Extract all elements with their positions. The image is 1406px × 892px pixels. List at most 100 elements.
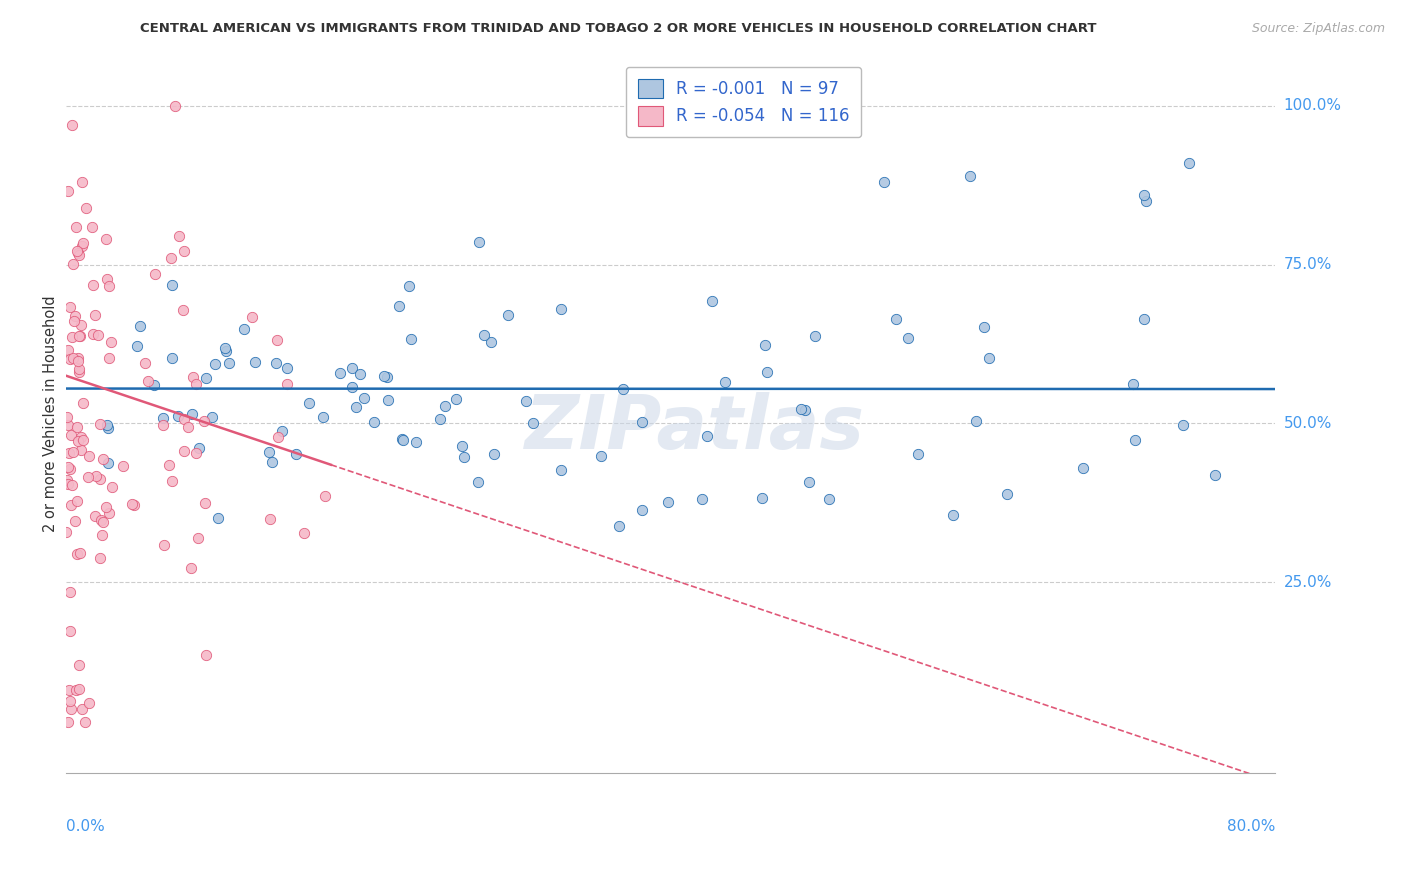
Point: [101, 480, 124, 494]
Point: [67, 365, 90, 379]
Point: [89, 551, 111, 566]
Point: [89, 417, 111, 431]
Point: [233, 321, 256, 335]
Point: [167, 409, 190, 423]
Point: [89, 472, 111, 486]
Point: [162, 278, 184, 293]
Text: CENTRAL AMERICAN VS IMMIGRANTS FROM TRINIDAD AND TOBAGO 2 OR MORE VEHICLES IN HO: CENTRAL AMERICAN VS IMMIGRANTS FROM TRIN…: [141, 22, 1097, 36]
Text: Source: ZipAtlas.com: Source: ZipAtlas.com: [1251, 22, 1385, 36]
Point: [973, 320, 995, 334]
Point: [690, 491, 713, 506]
Point: [215, 344, 238, 359]
Point: [207, 511, 229, 525]
Point: [1132, 312, 1154, 326]
Point: [942, 508, 965, 523]
Point: [67, 657, 90, 672]
Point: [66, 244, 89, 258]
Point: [65, 219, 87, 234]
Point: [173, 244, 195, 258]
Point: [160, 351, 183, 365]
Point: [134, 356, 156, 370]
Point: [391, 434, 413, 448]
Point: [589, 450, 612, 464]
Point: [121, 497, 143, 511]
Point: [467, 475, 489, 489]
Point: [1204, 468, 1226, 483]
Point: [429, 412, 451, 426]
Point: [58, 461, 80, 475]
Point: [200, 409, 222, 424]
Point: [965, 413, 987, 427]
Point: [243, 355, 266, 369]
Point: [75, 201, 97, 215]
Point: [399, 332, 422, 346]
Point: [143, 268, 166, 282]
Point: [804, 329, 827, 343]
Point: [959, 169, 981, 183]
Point: [612, 382, 634, 396]
Point: [56, 184, 79, 198]
Point: [70, 442, 93, 457]
Text: 0.0%: 0.0%: [66, 820, 105, 834]
Point: [657, 495, 679, 509]
Point: [56, 477, 79, 491]
Point: [631, 503, 654, 517]
Point: [59, 702, 82, 716]
Point: [96, 232, 118, 246]
Point: [276, 361, 298, 376]
Point: [172, 302, 194, 317]
Point: [797, 475, 820, 489]
Point: [177, 420, 200, 434]
Point: [63, 514, 86, 528]
Point: [353, 392, 375, 406]
Point: [1173, 418, 1195, 433]
Point: [69, 318, 91, 332]
Point: [58, 446, 80, 460]
Point: [91, 515, 114, 529]
Point: [472, 328, 495, 343]
Point: [453, 450, 475, 464]
Point: [790, 402, 813, 417]
Point: [266, 356, 288, 370]
Point: [66, 420, 89, 434]
Point: [157, 458, 180, 472]
Point: [194, 648, 217, 662]
Point: [163, 99, 186, 113]
Point: [76, 470, 98, 484]
Point: [96, 272, 118, 286]
Point: [59, 694, 82, 708]
Point: [349, 367, 371, 381]
Point: [907, 447, 929, 461]
Point: [96, 417, 118, 432]
Point: [122, 498, 145, 512]
Point: [328, 366, 350, 380]
Point: [152, 411, 174, 425]
Y-axis label: 2 or more Vehicles in Household: 2 or more Vehicles in Household: [44, 295, 58, 533]
Point: [180, 407, 202, 421]
Point: [363, 415, 385, 429]
Point: [153, 538, 176, 552]
Point: [1133, 187, 1156, 202]
Point: [67, 248, 90, 262]
Point: [314, 489, 336, 503]
Point: [83, 508, 105, 523]
Point: [482, 447, 505, 461]
Point: [259, 445, 281, 459]
Point: [184, 446, 207, 460]
Point: [72, 433, 94, 447]
Point: [84, 309, 107, 323]
Point: [995, 487, 1018, 501]
Point: [173, 412, 195, 426]
Point: [468, 235, 491, 250]
Point: [70, 238, 93, 252]
Point: [72, 235, 94, 250]
Point: [285, 447, 308, 461]
Point: [187, 531, 209, 545]
Point: [59, 300, 82, 314]
Point: [56, 343, 79, 358]
Point: [702, 293, 724, 308]
Point: [444, 392, 467, 407]
Point: [152, 418, 174, 433]
Point: [754, 337, 776, 351]
Point: [69, 329, 91, 343]
